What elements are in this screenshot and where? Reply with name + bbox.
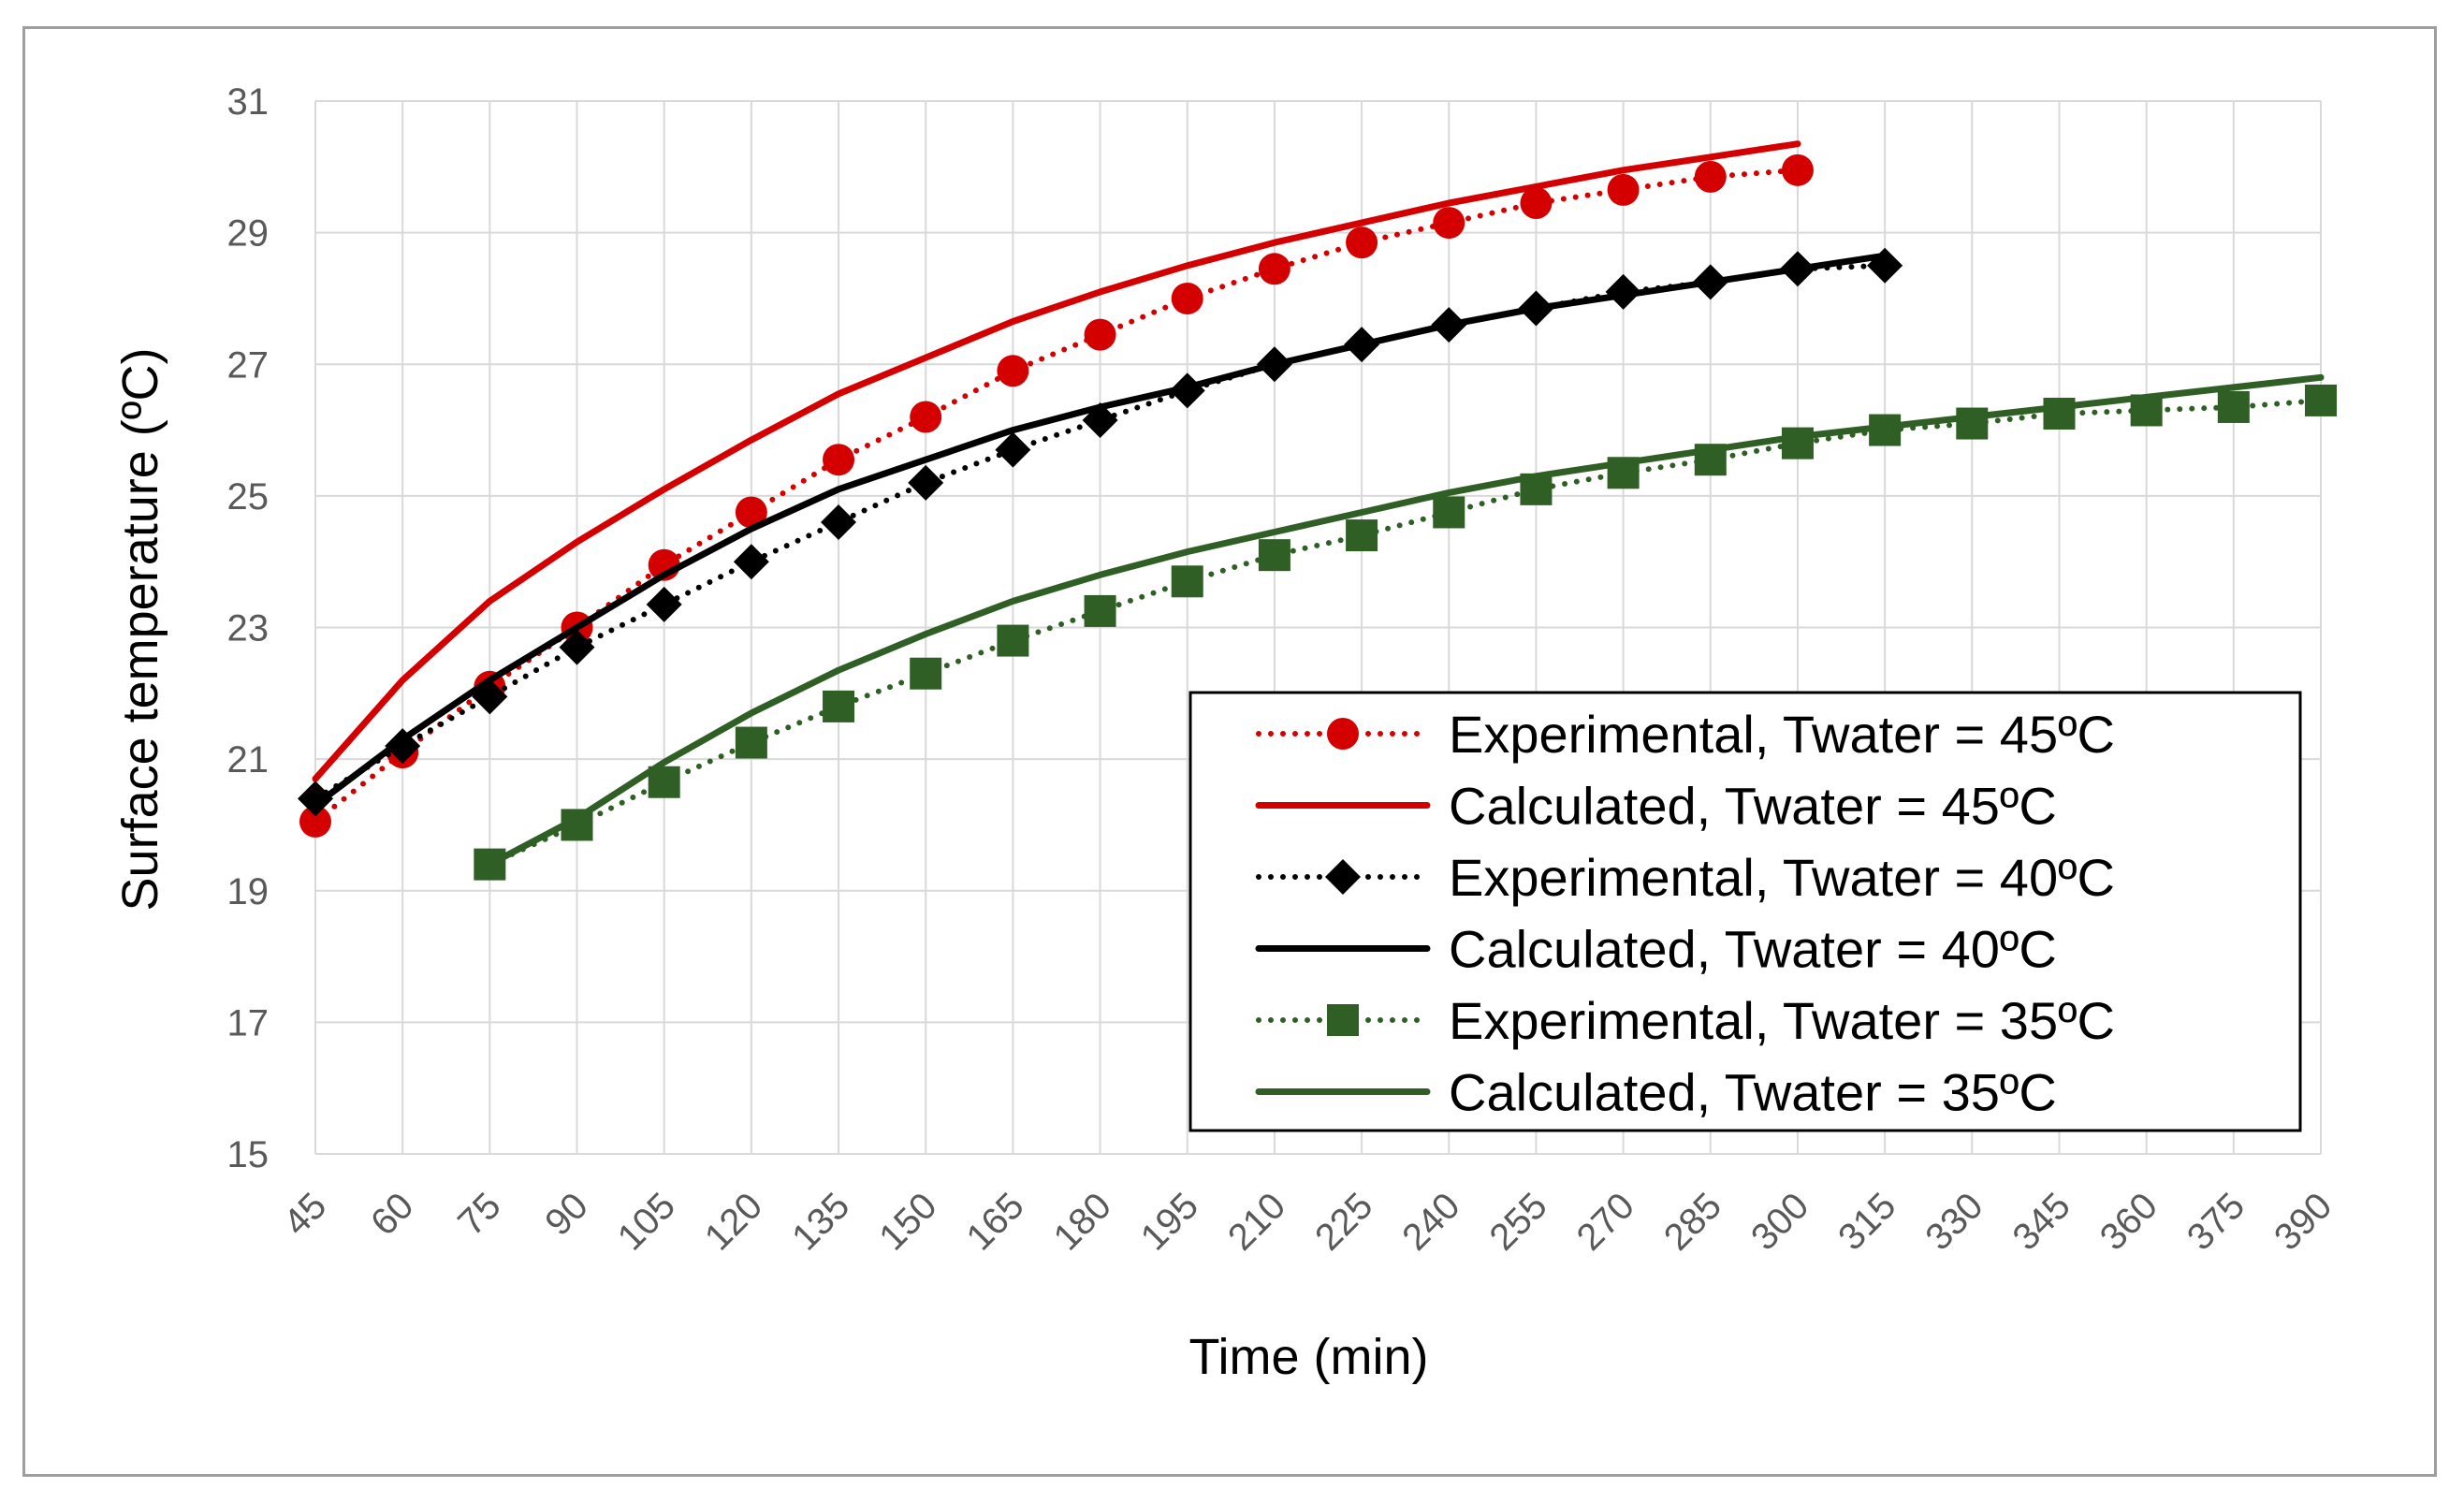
- legend-label-6: Calculated, Twater = 35ºC: [1449, 1063, 2057, 1122]
- data-point: [908, 464, 944, 501]
- legend-label-5: Experimental, Twater = 35ºC: [1449, 991, 2115, 1050]
- data-point: [559, 629, 595, 665]
- x-axis-title: Time (min): [1189, 1329, 1429, 1385]
- data-point: [1084, 318, 1116, 351]
- data-point: [910, 657, 942, 690]
- legend-box: [1188, 691, 2302, 1132]
- legend-label-1: Experimental, Twater = 45ºC: [1449, 705, 2115, 764]
- data-point: [646, 586, 682, 622]
- data-point: [1781, 153, 1814, 186]
- series-layer: [298, 140, 2337, 881]
- x-tick-label: 315: [1830, 1185, 1903, 1258]
- data-point: [735, 496, 767, 529]
- data-point: [1433, 496, 1465, 529]
- data-point: [821, 504, 857, 540]
- x-tick-label: 360: [2092, 1185, 2165, 1258]
- data-point: [1171, 565, 1203, 598]
- x-tick-label: 210: [1220, 1185, 1293, 1258]
- y-tick-label: 15: [227, 1134, 270, 1175]
- series-line: [312, 140, 1801, 782]
- data-point: [298, 781, 333, 817]
- x-tick-label: 375: [2180, 1185, 2253, 1258]
- y-tick-label: 23: [227, 608, 270, 649]
- data-point: [1781, 427, 1814, 460]
- data-point: [1433, 207, 1465, 240]
- data-point: [1346, 226, 1378, 259]
- legend-marker-3: [1325, 859, 1361, 895]
- data-point: [823, 690, 855, 722]
- data-point: [2305, 384, 2337, 416]
- grid: [314, 100, 2322, 1155]
- x-tick-label: 135: [784, 1185, 857, 1258]
- x-tick-label: 60: [363, 1185, 422, 1244]
- x-tick-label: 75: [450, 1185, 509, 1244]
- y-tick-label: 27: [227, 344, 270, 386]
- legend: Experimental, Twater = 45ºC Calculated, T…: [1188, 691, 2302, 1132]
- data-point: [1956, 407, 1989, 440]
- y-tick-label: 31: [227, 81, 270, 123]
- x-tick-label: 270: [1569, 1185, 1642, 1258]
- series-1: [299, 153, 1814, 838]
- data-point: [1171, 282, 1203, 314]
- x-tick-label: 165: [958, 1185, 1031, 1258]
- data-point: [2043, 397, 2076, 430]
- data-point: [823, 444, 855, 476]
- x-tick-label: 195: [1133, 1185, 1206, 1258]
- x-tick-label: 45: [276, 1185, 335, 1244]
- data-point: [1346, 519, 1378, 552]
- x-tick-label: 90: [537, 1185, 596, 1244]
- data-point: [1694, 160, 1727, 193]
- x-tick-label: 330: [1917, 1185, 1990, 1258]
- series-2: [312, 140, 1801, 782]
- legend-label-4: Calculated, Twater = 40ºC: [1449, 920, 2057, 979]
- data-point: [995, 431, 1031, 468]
- data-point: [735, 726, 767, 759]
- x-tick-label: 300: [1743, 1185, 1816, 1258]
- data-point: [733, 544, 769, 580]
- x-tick-label: 180: [1046, 1185, 1119, 1258]
- data-point: [2217, 390, 2250, 423]
- x-tick-label: 225: [1307, 1185, 1380, 1258]
- x-tick-label: 285: [1656, 1185, 1729, 1258]
- data-point: [997, 355, 1029, 387]
- legend-label-3: Experimental, Twater = 40ºC: [1449, 848, 2115, 907]
- legend-marker-1: [1327, 718, 1359, 750]
- legend-label-2: Calculated, Twater = 45ºC: [1449, 777, 2057, 836]
- x-tick-label: 345: [2005, 1185, 2078, 1258]
- data-point: [997, 624, 1029, 657]
- x-tick-label: 105: [610, 1185, 683, 1258]
- x-tick-label: 150: [871, 1185, 944, 1258]
- data-point: [1607, 173, 1640, 206]
- y-tick-label: 19: [227, 871, 270, 912]
- x-tick-label: 120: [697, 1185, 770, 1258]
- series-4: [312, 252, 1888, 809]
- y-tick-label: 25: [227, 476, 270, 518]
- legend-marker-5: [1327, 1004, 1359, 1036]
- data-point: [1258, 253, 1290, 285]
- data-point: [1084, 594, 1116, 627]
- y-tick-label: 29: [227, 213, 270, 255]
- x-tick-label: 240: [1394, 1185, 1467, 1258]
- data-point: [1520, 186, 1553, 219]
- y-tick-label: 17: [227, 1002, 270, 1043]
- y-axis-title: Surface temperature (ºC): [112, 348, 168, 912]
- series-line: [312, 252, 1888, 809]
- data-point: [1258, 539, 1290, 572]
- y-tick-label: 21: [227, 739, 270, 781]
- series-6: [486, 373, 2325, 868]
- data-point: [299, 805, 331, 838]
- data-point: [910, 401, 942, 433]
- x-tick-label: 390: [2267, 1185, 2340, 1258]
- x-tick-label: 255: [1481, 1185, 1554, 1258]
- series-line: [486, 373, 2325, 868]
